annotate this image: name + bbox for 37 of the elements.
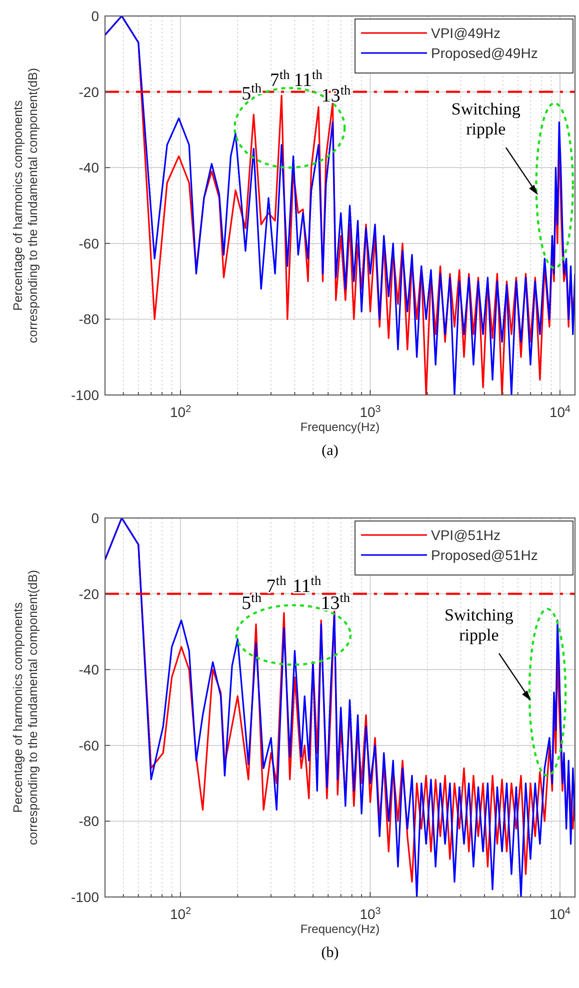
y-tick-label: -40 <box>78 662 100 678</box>
x-tick-label: 10$^{4}$ <box>549 906 572 922</box>
y-tick-label: -100 <box>70 889 100 905</box>
y-tick-label: -80 <box>78 813 100 830</box>
legend-label: Proposed@49Hz <box>431 45 538 61</box>
y-tick-label: -80 <box>78 311 100 328</box>
y-tick-label: 0 <box>91 510 100 526</box>
annotation: 7$^{th}$ <box>266 572 287 597</box>
y-tick-label: -20 <box>78 84 100 100</box>
x-axis-title: Frequency(Hz) <box>300 420 380 434</box>
x-tick-label: 10$^{3}$ <box>360 404 382 420</box>
annotation: 7$^{th}$ <box>270 66 290 92</box>
annotation: Switching ripple <box>451 100 521 139</box>
x-axis-title: Frequency(Hz) <box>300 922 380 936</box>
annotation: 5$^{th}$ <box>242 589 262 614</box>
x-tick-label: 10$^{2}$ <box>170 906 192 922</box>
text: (b) <box>321 945 339 961</box>
annotation: Switching ripple <box>444 605 514 644</box>
annotation: 11$^{th}$ <box>294 66 323 92</box>
y-axis-title: Percentage of harmonics components corresponding to the fundamental component(dB) <box>11 570 40 846</box>
y-tick-label: -100 <box>70 387 100 403</box>
legend-label: VPI@49Hz <box>431 25 500 41</box>
annotation: 11$^{th}$ <box>292 572 322 597</box>
y-axis-title: Percentage of harmonics components corresponding to the fundamental component(dB) <box>11 68 40 344</box>
annotation: 13$^{th}$ <box>320 589 350 614</box>
x-tick-label: 10$^{2}$ <box>170 404 192 420</box>
y-tick-label: -20 <box>78 586 100 602</box>
legend-label: VPI@51Hz <box>431 527 500 543</box>
y-tick-label: -40 <box>78 160 100 176</box>
y-tick-label: -60 <box>78 737 100 754</box>
x-tick-label: 10$^{3}$ <box>360 906 382 922</box>
x-tick-label: 10$^{4}$ <box>549 404 572 420</box>
y-tick-label: -60 <box>78 235 100 252</box>
annotation: 5$^{th}$ <box>242 80 262 104</box>
y-tick-label: 0 <box>91 8 100 24</box>
text: (a) <box>322 443 338 459</box>
legend-label: Proposed@51Hz <box>431 547 538 563</box>
